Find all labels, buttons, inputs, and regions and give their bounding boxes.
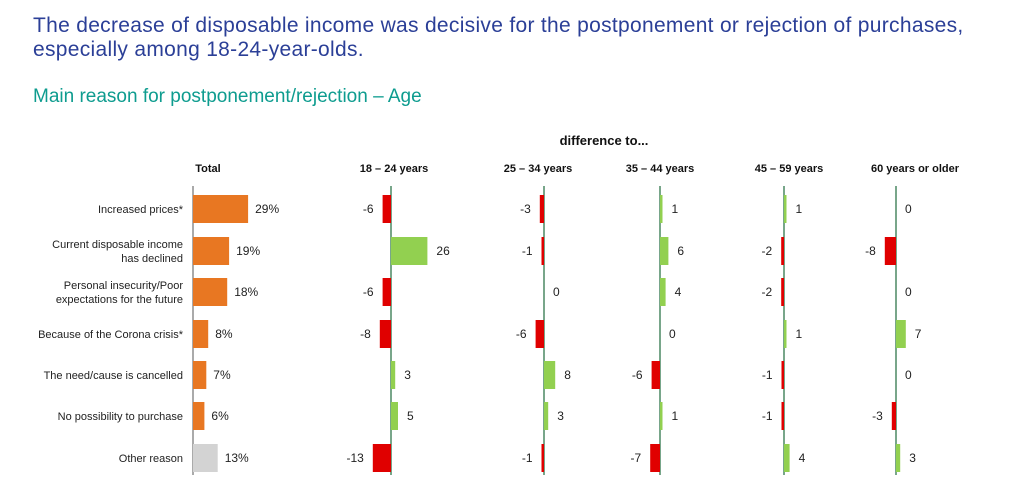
difference-value-label: -1	[762, 409, 773, 423]
difference-value-label: 6	[677, 244, 684, 258]
category-label: Current disposable income	[52, 239, 183, 251]
difference-bar	[781, 361, 784, 389]
difference-bar	[896, 320, 906, 348]
difference-bar	[784, 320, 787, 348]
total-value-label: 13%	[225, 451, 249, 465]
difference-bar	[541, 444, 544, 472]
difference-bar	[539, 195, 544, 223]
difference-value-label: 0	[905, 368, 912, 382]
difference-value-label: -6	[363, 285, 374, 299]
difference-value-label: -3	[520, 202, 531, 216]
category-label: No possibility to purchase	[58, 411, 183, 423]
difference-bar	[382, 278, 391, 306]
category-label: has declined	[121, 253, 183, 265]
category-label: Other reason	[119, 453, 183, 465]
category-label: The need/cause is cancelled	[44, 370, 183, 382]
total-value-label: 29%	[255, 202, 279, 216]
difference-value-label: 3	[557, 409, 564, 423]
difference-bar	[372, 444, 391, 472]
difference-bar	[660, 195, 663, 223]
difference-bar	[544, 402, 549, 430]
difference-value-label: 1	[672, 409, 679, 423]
category-label: expectations for the future	[56, 294, 183, 306]
difference-value-label: -8	[865, 244, 876, 258]
difference-bar	[781, 402, 784, 430]
difference-bar	[382, 195, 391, 223]
column-header: 60 years or older	[871, 163, 960, 175]
column-header: 45 – 59 years	[755, 163, 824, 175]
difference-value-label: 0	[905, 285, 912, 299]
difference-value-label: -6	[632, 368, 643, 382]
difference-bar	[391, 237, 428, 265]
column-header: 35 – 44 years	[626, 163, 695, 175]
total-bar	[193, 237, 230, 265]
total-bar	[193, 320, 209, 348]
difference-bar	[650, 444, 660, 472]
difference-value-label: 8	[564, 368, 571, 382]
difference-value-label: 1	[796, 327, 803, 341]
difference-bar	[391, 361, 396, 389]
difference-value-label: 5	[407, 409, 414, 423]
difference-value-label: -1	[762, 368, 773, 382]
difference-bar	[660, 237, 669, 265]
column-header-total: Total	[195, 163, 220, 175]
difference-bar	[781, 237, 784, 265]
total-bar	[193, 361, 207, 389]
difference-value-label: 4	[675, 285, 682, 299]
difference-bar	[535, 320, 544, 348]
total-bar	[193, 444, 218, 472]
subtitle: Main reason for postponement/rejection –…	[33, 86, 422, 107]
difference-value-label: -6	[516, 327, 527, 341]
difference-bar	[784, 195, 787, 223]
difference-bar	[660, 402, 663, 430]
category-label: Increased prices*	[98, 204, 184, 216]
total-value-label: 7%	[213, 368, 231, 382]
difference-bar	[544, 361, 556, 389]
difference-value-label: -6	[363, 202, 374, 216]
difference-bar	[379, 320, 391, 348]
headline: The decrease of disposable income was de…	[33, 14, 964, 61]
column-header: 25 – 34 years	[504, 163, 573, 175]
difference-header: difference to...	[560, 133, 649, 148]
difference-value-label: -2	[762, 244, 773, 258]
difference-value-label: -1	[522, 451, 533, 465]
difference-value-label: -2	[762, 285, 773, 299]
difference-bar	[884, 237, 896, 265]
difference-value-label: 26	[436, 244, 450, 258]
difference-value-label: 3	[404, 368, 411, 382]
difference-value-label: -1	[522, 244, 533, 258]
difference-value-label: 1	[796, 202, 803, 216]
difference-value-label: 0	[553, 285, 560, 299]
category-label: Personal insecurity/Poor	[64, 280, 184, 292]
difference-value-label: 1	[672, 202, 679, 216]
difference-value-label: -7	[631, 451, 642, 465]
total-value-label: 8%	[215, 327, 233, 341]
difference-value-label: 0	[905, 202, 912, 216]
difference-value-label: 4	[799, 451, 806, 465]
column-header: 18 – 24 years	[360, 163, 429, 175]
difference-bar	[891, 402, 896, 430]
difference-bar	[541, 237, 544, 265]
category-label: Because of the Corona crisis*	[38, 329, 184, 341]
difference-value-label: -13	[346, 451, 364, 465]
total-bar	[193, 278, 228, 306]
difference-value-label: 0	[669, 327, 676, 341]
difference-bar	[781, 278, 784, 306]
difference-value-label: -8	[360, 327, 371, 341]
difference-value-label: -3	[872, 409, 883, 423]
total-bar	[193, 402, 205, 430]
difference-bar	[660, 278, 666, 306]
difference-bar	[896, 444, 901, 472]
difference-value-label: 7	[915, 327, 922, 341]
total-value-label: 19%	[236, 244, 260, 258]
difference-value-label: 3	[909, 451, 916, 465]
difference-bar	[391, 402, 398, 430]
difference-bar	[784, 444, 790, 472]
total-value-label: 6%	[211, 409, 229, 423]
difference-bar	[651, 361, 660, 389]
total-bar	[193, 195, 249, 223]
total-value-label: 18%	[234, 285, 258, 299]
